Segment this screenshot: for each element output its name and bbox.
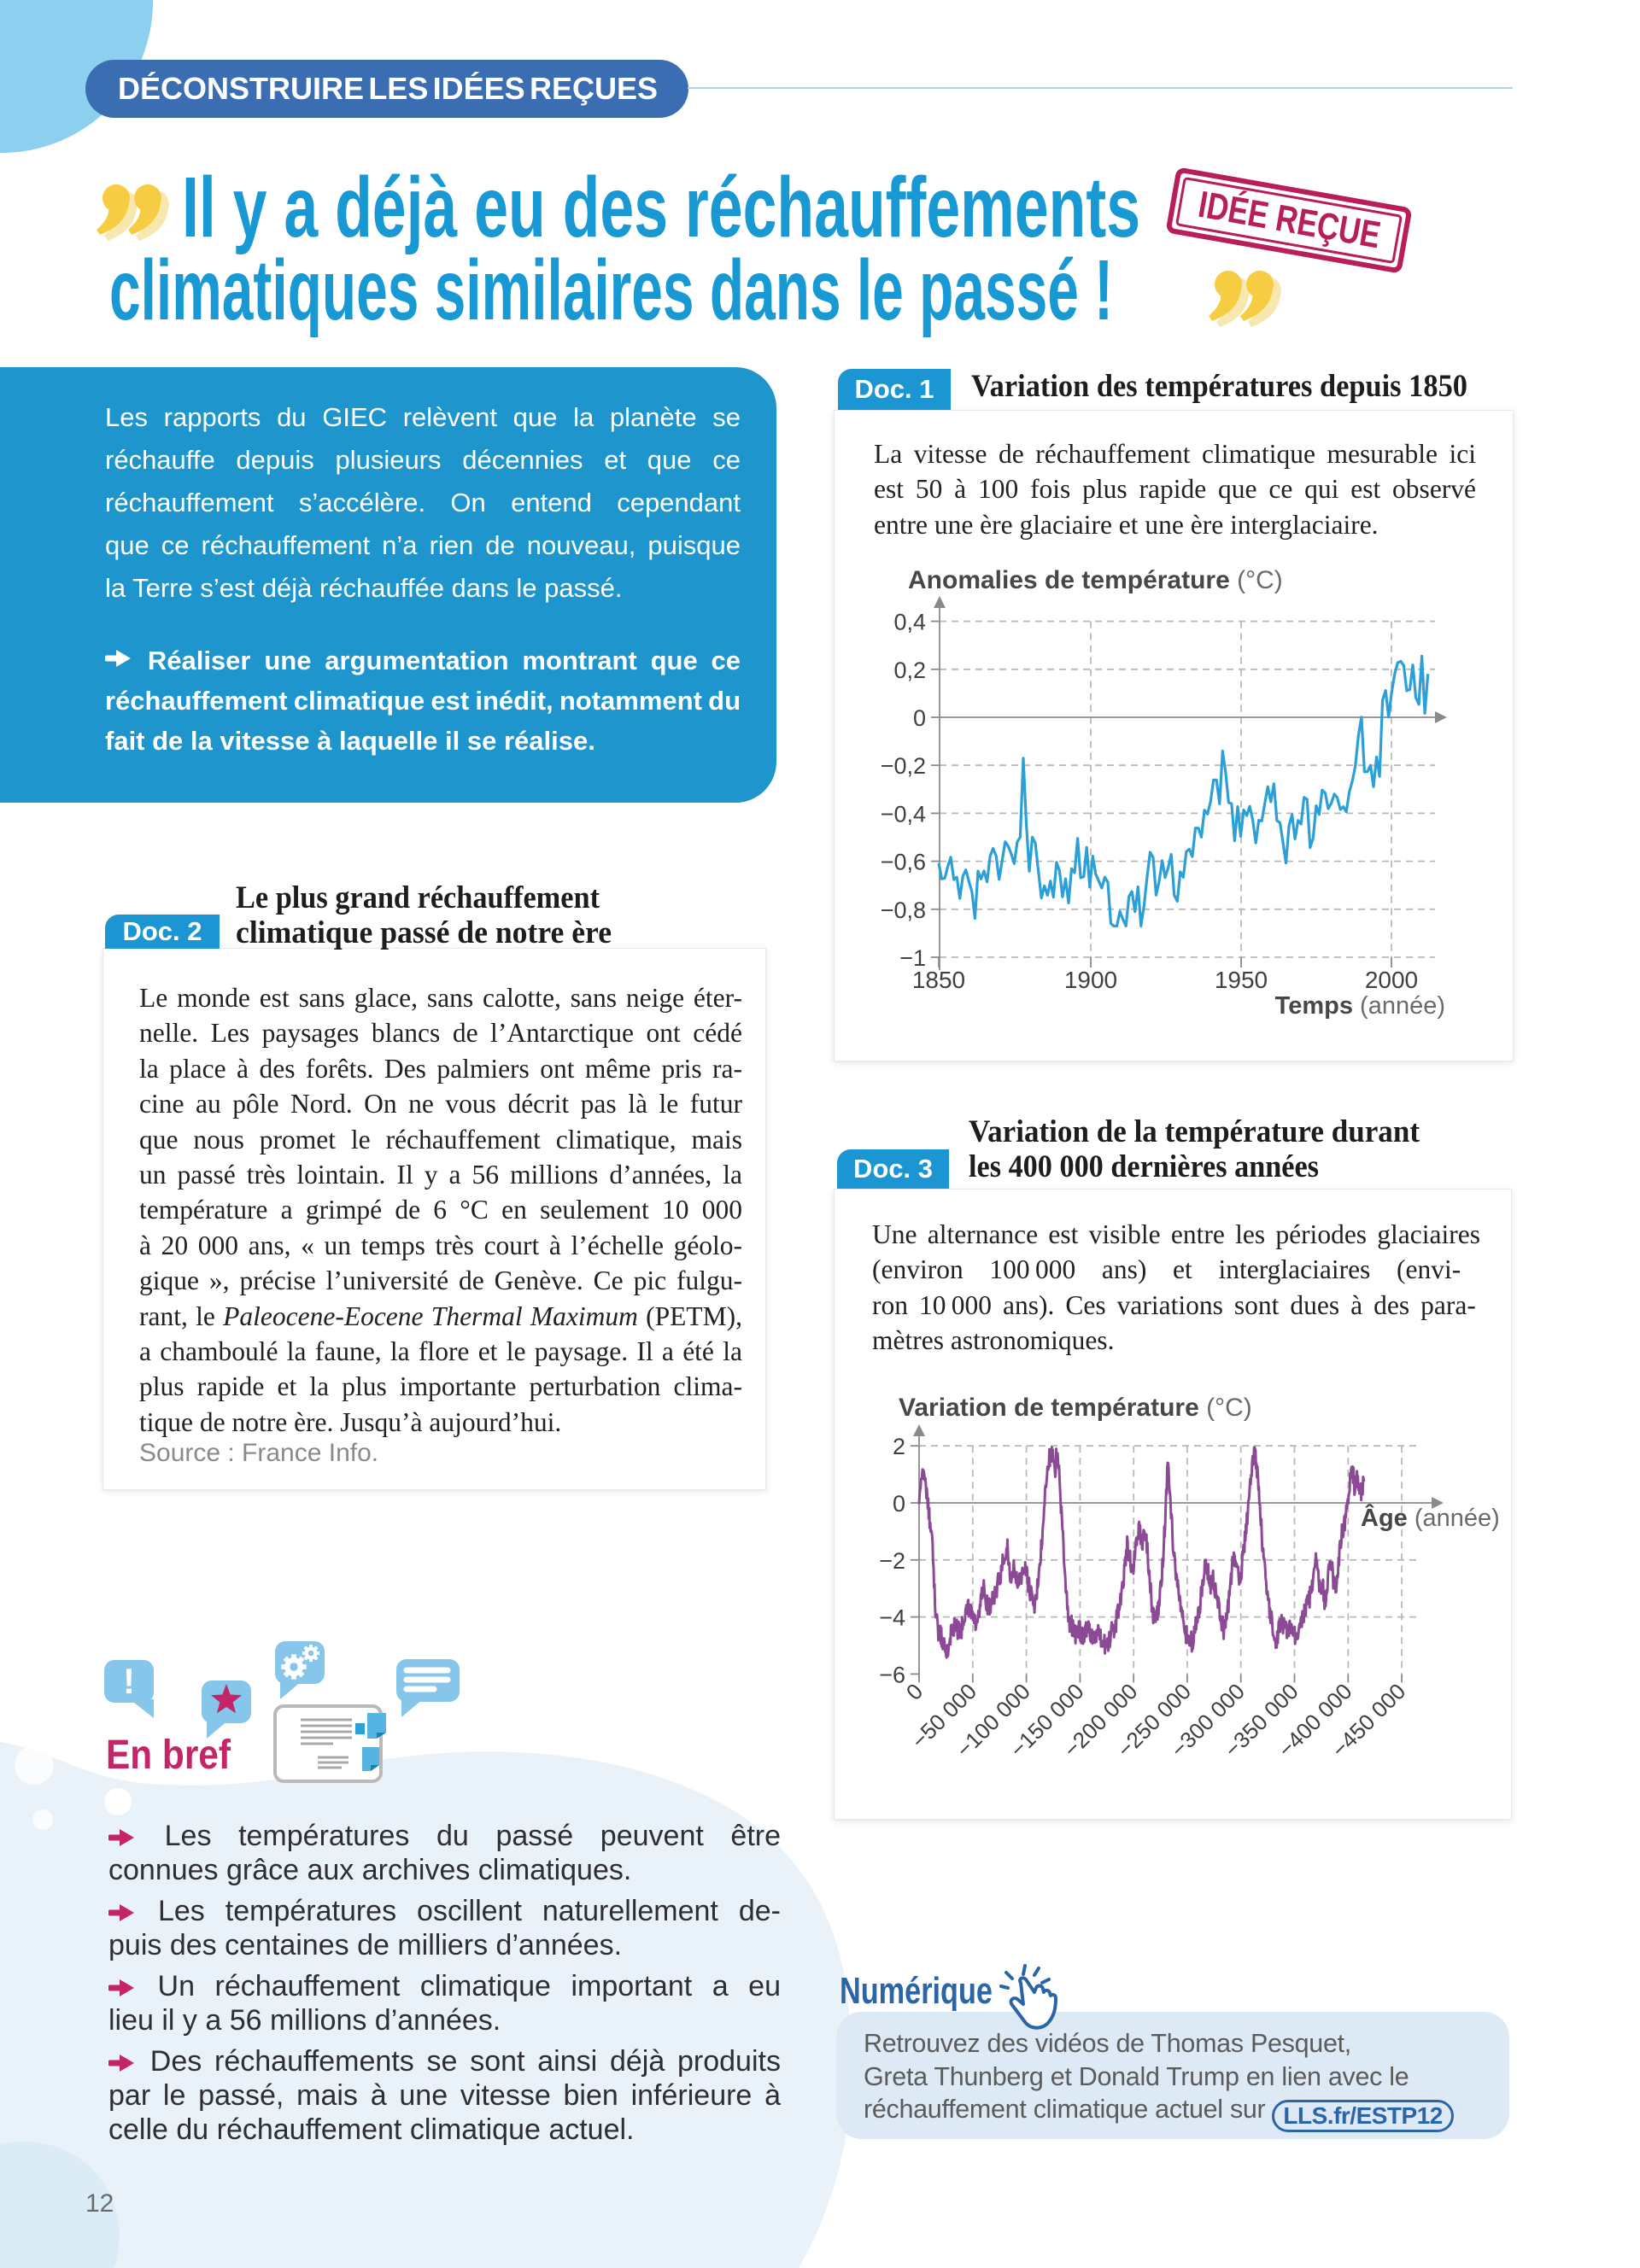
svg-text:!: ! — [123, 1661, 135, 1701]
svg-text:0,4: 0,4 — [893, 610, 926, 635]
svg-text:0: 0 — [913, 705, 926, 731]
svg-text:Âge (année): Âge (année) — [1361, 1503, 1500, 1532]
svg-text:−0,8: −0,8 — [881, 897, 926, 923]
svg-text:−0,4: −0,4 — [881, 801, 926, 827]
svg-text:2: 2 — [893, 1434, 905, 1459]
svg-text:−0,6: −0,6 — [881, 850, 926, 875]
svg-text:Variation de température (°C): Variation de température (°C) — [899, 1394, 1252, 1422]
svg-text:1850: 1850 — [912, 967, 965, 993]
svg-text:2000: 2000 — [1365, 967, 1418, 993]
svg-text:−6: −6 — [879, 1662, 905, 1687]
svg-text:Anomalies de température (°C): Anomalies de température (°C) — [908, 566, 1283, 594]
svg-text:−4: −4 — [879, 1605, 905, 1631]
svg-text:−2: −2 — [879, 1548, 905, 1574]
svg-text:−1: −1 — [899, 945, 926, 971]
svg-text:0: 0 — [893, 1491, 905, 1517]
svg-text:−0,2: −0,2 — [881, 753, 926, 779]
svg-text:1950: 1950 — [1215, 967, 1268, 993]
svg-text:0: 0 — [901, 1678, 928, 1704]
svg-text:1900: 1900 — [1064, 967, 1117, 993]
svg-text:Temps (année): Temps (année) — [1275, 992, 1445, 1020]
svg-text:0,2: 0,2 — [893, 658, 926, 683]
